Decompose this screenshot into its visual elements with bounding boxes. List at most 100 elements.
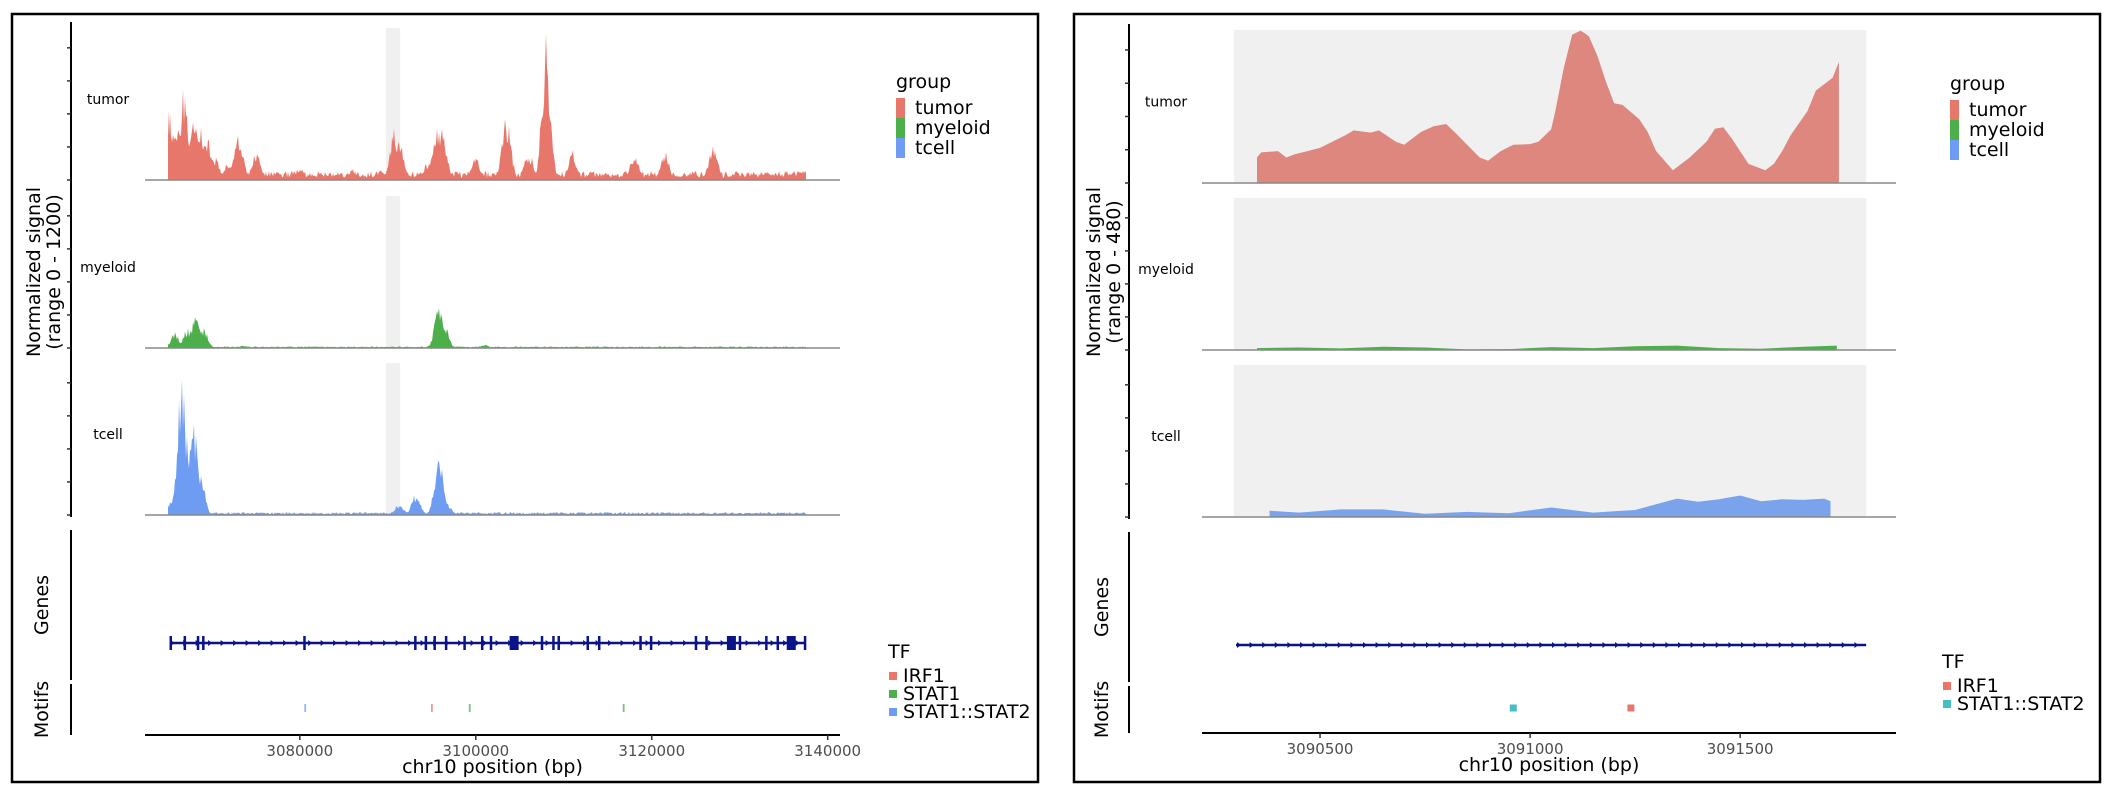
legend-group-title: group [896, 71, 951, 93]
x-axis: 3080000 3100000 3120000 3140000 chr10 positi… [145, 734, 861, 778]
x-tick-label: 3140000 [794, 742, 861, 760]
strand-arrow-icon [1400, 642, 1405, 648]
strand-arrow-icon [595, 640, 600, 646]
gene-model [1236, 642, 1867, 648]
legend-tf-label-irf1: IRF1 [903, 665, 945, 687]
exon [424, 636, 428, 650]
strand-arrow-icon [1451, 642, 1456, 648]
legend-swatch-myeloid [1950, 120, 1959, 140]
exon-large [786, 636, 796, 650]
panel-right: Normalized signal(range 0 - 480)tumormye… [1072, 12, 2102, 784]
strand-arrow-icon [1274, 642, 1279, 648]
strand-arrow-icon [470, 640, 475, 646]
signal-area-tumor [1257, 30, 1839, 183]
y-axis-title-line: Normalized signal [23, 187, 45, 357]
legend-label-tumor: tumor [1969, 99, 2027, 121]
exon [463, 636, 466, 650]
x-axis-title: chr10 position (bp) [402, 756, 583, 778]
legend-swatch-tumor [896, 98, 905, 118]
x-tick-label: 3091000 [1497, 740, 1564, 758]
strand-arrow-icon [1804, 642, 1809, 648]
exon [803, 636, 807, 650]
strand-arrow-icon [1476, 642, 1481, 648]
y-axis-title-line: Normalized signal [1083, 187, 1105, 357]
strand-arrow-icon [395, 640, 400, 646]
strand-arrow-icon [233, 640, 238, 646]
strand-arrow-icon [1791, 642, 1796, 648]
exon [169, 636, 173, 650]
exon [776, 636, 780, 650]
strand-arrow-icon [370, 640, 375, 646]
strand-arrow-icon [1715, 642, 1720, 648]
legend-label-tcell: tcell [915, 137, 955, 159]
strand-arrow-icon [1766, 642, 1771, 648]
signal-area-tcell [1269, 495, 1831, 517]
strand-arrow-icon [1312, 642, 1317, 648]
strand-arrow-icon [245, 640, 250, 646]
strand-arrow-icon [1728, 642, 1733, 648]
signal-area-myeloid [1257, 345, 1837, 350]
legend-tf-title: TF [887, 641, 911, 663]
strand-arrow-icon [420, 640, 425, 646]
signal-area-tumor [168, 33, 806, 180]
strand-arrow-icon [320, 640, 325, 646]
genes-track-label: Genes [31, 575, 53, 635]
legend-tf-label-irf1: IRF1 [1957, 675, 1999, 697]
strand-arrow-icon [1615, 642, 1620, 648]
strand-arrow-icon [1249, 642, 1254, 648]
highlight-region [1233, 365, 1867, 517]
legend-label-myeloid: myeloid [915, 117, 991, 139]
strand-arrow-icon [483, 640, 488, 646]
strand-arrow-icon [520, 640, 525, 646]
highlight-region [1233, 198, 1867, 350]
exon [540, 636, 544, 650]
strand-arrow-icon [783, 640, 788, 646]
legend-tf-label-stat1-stat2: STAT1::STAT2 [903, 701, 1031, 723]
exon [480, 636, 484, 650]
legend-swatch-tcell [896, 138, 905, 158]
strand-arrow-icon [1854, 642, 1859, 648]
strand-arrow-icon [1325, 642, 1330, 648]
strand-arrow-icon [570, 640, 575, 646]
exon-large [726, 636, 736, 650]
legend-tf-label-stat1-stat2: STAT1::STAT2 [1957, 693, 2085, 715]
strand-arrow-icon [1363, 642, 1368, 648]
exon [694, 636, 698, 650]
strand-arrow-icon [308, 640, 313, 646]
strand-arrow-icon [1237, 642, 1242, 648]
strand-arrow-icon [1388, 642, 1393, 648]
x-tick-label: 3120000 [618, 742, 685, 760]
strand-arrow-icon [1375, 642, 1380, 648]
exon [303, 636, 306, 650]
legend-tf-swatch-stat1-stat2 [1943, 700, 1951, 708]
strand-arrow-icon [408, 640, 413, 646]
strand-arrow-icon [1526, 642, 1531, 648]
legend-swatch-tumor [1950, 100, 1959, 120]
strand-arrow-icon [1262, 642, 1267, 648]
exon [705, 636, 708, 650]
panel-frame [10, 12, 1040, 784]
panel-left: Normalized signal(range 0 - 1200)tumormy… [10, 12, 1040, 784]
strand-arrow-icon [670, 640, 675, 646]
strand-arrow-icon [1690, 642, 1695, 648]
strand-arrow-icon [620, 640, 625, 646]
x-tick-label: 3080000 [266, 742, 333, 760]
y-axis-title: Normalized signal(range 0 - 480) [1083, 187, 1125, 357]
strand-arrow-icon [1640, 642, 1645, 648]
strand-arrow-icon [1678, 642, 1683, 648]
strand-arrow-icon [1426, 642, 1431, 648]
legend-tf-swatch-irf1 [1943, 682, 1951, 690]
strand-arrow-icon [1703, 642, 1708, 648]
strand-arrow-icon [458, 640, 463, 646]
strand-arrow-icon [1627, 642, 1632, 648]
strand-arrow-icon [608, 640, 613, 646]
strand-arrow-icon [745, 640, 750, 646]
exon [765, 636, 768, 650]
x-tick-label: 3090500 [1287, 740, 1354, 758]
strand-arrow-icon [333, 640, 338, 646]
y-axis-title-line: (range 0 - 1200) [43, 194, 65, 350]
strand-arrow-icon [358, 640, 363, 646]
